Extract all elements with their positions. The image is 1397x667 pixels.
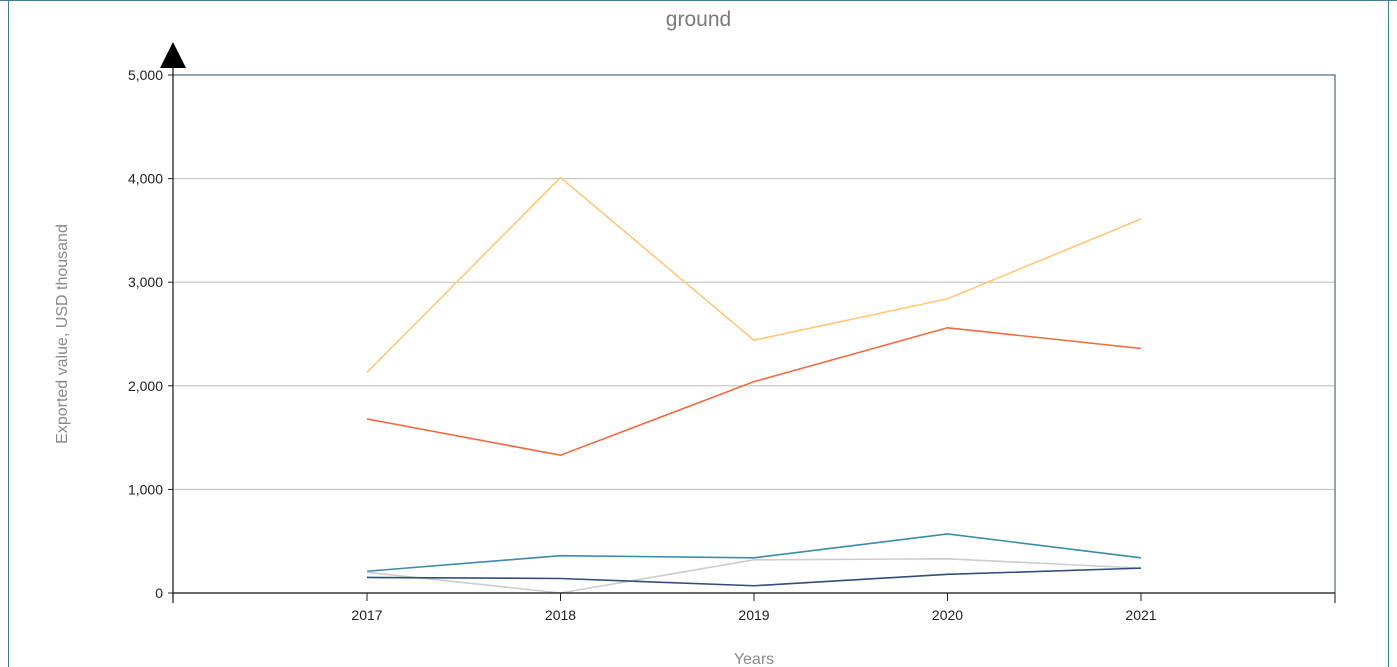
series-line-3: [367, 534, 1141, 571]
x-tick-label: 2019: [738, 607, 769, 623]
y-tick-label: 5,000: [128, 67, 163, 83]
y-tick-label: 2,000: [128, 378, 163, 394]
plot-area-border: [173, 75, 1335, 593]
y-axis-arrow-icon: [160, 42, 186, 68]
x-axis-label: Years: [734, 651, 774, 667]
y-tick-label: 0: [155, 585, 163, 601]
series-line-4: [367, 559, 1141, 593]
y-tick-label: 1,000: [128, 481, 163, 497]
series-line-5: [367, 568, 1141, 586]
y-axis-label: Exported value, USD thousand: [54, 224, 71, 444]
x-tick-label: 2021: [1125, 607, 1156, 623]
series-line-1: [367, 178, 1141, 373]
y-tick-label: 3,000: [128, 274, 163, 290]
series-line-2: [367, 328, 1141, 455]
y-tick-label: 4,000: [128, 171, 163, 187]
x-tick-label: 2018: [545, 607, 576, 623]
x-tick-label: 2017: [351, 607, 382, 623]
x-tick-label: 2020: [932, 607, 963, 623]
